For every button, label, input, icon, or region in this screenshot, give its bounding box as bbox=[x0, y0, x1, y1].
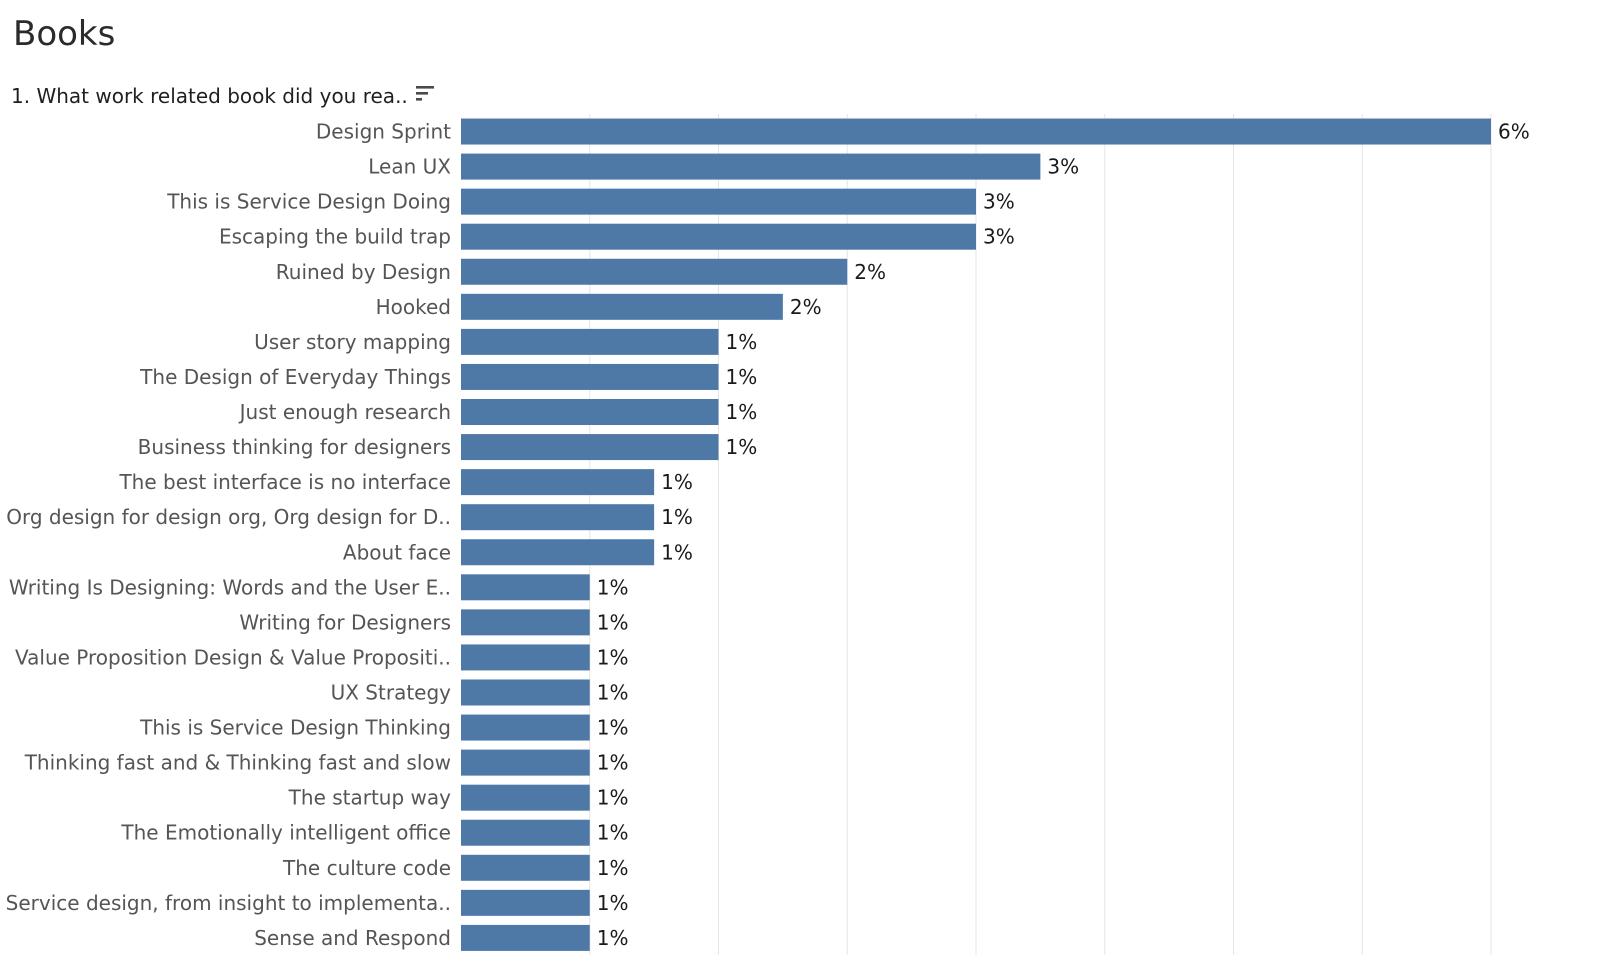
category-label: Writing for Designers bbox=[239, 610, 451, 634]
category-label: User story mapping bbox=[254, 330, 451, 354]
category-label: Value Proposition Design & Value Proposi… bbox=[15, 645, 451, 669]
category-label: UX Strategy bbox=[331, 680, 452, 704]
category-label: Design Sprint bbox=[316, 120, 451, 144]
value-label: 1% bbox=[726, 365, 758, 389]
bar[interactable] bbox=[461, 118, 1491, 145]
labels: Design Sprint 6% Lean UX 3% This is Service … bbox=[6, 120, 1530, 950]
bar[interactable] bbox=[461, 819, 590, 846]
value-label: 1% bbox=[597, 891, 629, 915]
value-label: 1% bbox=[661, 505, 693, 529]
bar[interactable] bbox=[461, 749, 590, 776]
bar[interactable] bbox=[461, 574, 590, 601]
bar[interactable] bbox=[461, 293, 783, 320]
value-label: 3% bbox=[983, 190, 1015, 214]
category-label: Hooked bbox=[376, 295, 451, 319]
value-label: 1% bbox=[597, 751, 629, 775]
category-label: Sense and Respond bbox=[254, 926, 451, 950]
value-label: 1% bbox=[597, 786, 629, 810]
bar[interactable] bbox=[461, 924, 590, 951]
category-label: The Design of Everyday Things bbox=[139, 365, 451, 389]
value-label: 2% bbox=[790, 295, 822, 319]
category-label: The best interface is no interface bbox=[118, 470, 451, 494]
category-label: Thinking fast and & Thinking fast and sl… bbox=[24, 751, 451, 775]
bar[interactable] bbox=[461, 679, 590, 706]
value-label: 1% bbox=[661, 470, 693, 494]
value-label: 1% bbox=[597, 645, 629, 669]
category-label: The Emotionally intelligent office bbox=[120, 821, 451, 845]
category-label: Just enough research bbox=[238, 400, 451, 424]
gridlines bbox=[589, 114, 1492, 955]
value-label: 1% bbox=[597, 610, 629, 634]
value-label: 1% bbox=[726, 435, 758, 459]
bar[interactable] bbox=[461, 504, 655, 531]
bars bbox=[461, 118, 1491, 951]
chart-subtitle: 1. What work related book did you rea.. bbox=[11, 84, 408, 108]
category-label: Business thinking for designers bbox=[138, 435, 451, 459]
bar[interactable] bbox=[461, 854, 590, 881]
bar[interactable] bbox=[461, 644, 590, 671]
bar[interactable] bbox=[461, 258, 848, 285]
value-label: 1% bbox=[597, 926, 629, 950]
value-label: 1% bbox=[726, 330, 758, 354]
category-label: This is Service Design Doing bbox=[166, 190, 451, 214]
value-label: 1% bbox=[597, 680, 629, 704]
bar[interactable] bbox=[461, 363, 719, 390]
category-label: Ruined by Design bbox=[276, 260, 451, 284]
value-label: 6% bbox=[1498, 120, 1530, 144]
category-label: The startup way bbox=[288, 786, 451, 810]
category-label: Writing Is Designing: Words and the User… bbox=[9, 575, 451, 599]
bar[interactable] bbox=[461, 469, 655, 496]
category-label: Service design, from insight to implemen… bbox=[6, 891, 451, 915]
value-label: 1% bbox=[726, 400, 758, 424]
value-label: 1% bbox=[597, 856, 629, 880]
value-label: 2% bbox=[854, 260, 886, 284]
value-label: 3% bbox=[983, 225, 1015, 249]
value-label: 1% bbox=[597, 821, 629, 845]
chart-title: Books bbox=[13, 14, 116, 54]
value-label: 1% bbox=[597, 575, 629, 599]
bar[interactable] bbox=[461, 609, 590, 636]
bar[interactable] bbox=[461, 399, 719, 426]
category-label: The culture code bbox=[282, 856, 451, 880]
sort-descending-icon[interactable] bbox=[415, 85, 436, 107]
bar[interactable] bbox=[461, 714, 590, 741]
bar[interactable] bbox=[461, 153, 1041, 180]
bar[interactable] bbox=[461, 328, 719, 355]
bar[interactable] bbox=[461, 539, 655, 566]
value-label: 1% bbox=[661, 540, 693, 564]
value-label: 3% bbox=[1047, 155, 1079, 179]
bar[interactable] bbox=[461, 223, 976, 250]
chart-subtitle-row: 1. What work related book did you rea.. bbox=[11, 84, 436, 108]
category-label: This is Service Design Thinking bbox=[139, 716, 451, 740]
category-label: About face bbox=[343, 540, 451, 564]
value-label: 1% bbox=[597, 716, 629, 740]
category-label: Escaping the build trap bbox=[219, 225, 451, 249]
category-label: Org design for design org, Org design fo… bbox=[6, 505, 451, 529]
category-label: Lean UX bbox=[368, 155, 451, 179]
bar[interactable] bbox=[461, 784, 590, 811]
bar[interactable] bbox=[461, 188, 976, 215]
bar[interactable] bbox=[461, 889, 590, 916]
bar[interactable] bbox=[461, 434, 719, 461]
